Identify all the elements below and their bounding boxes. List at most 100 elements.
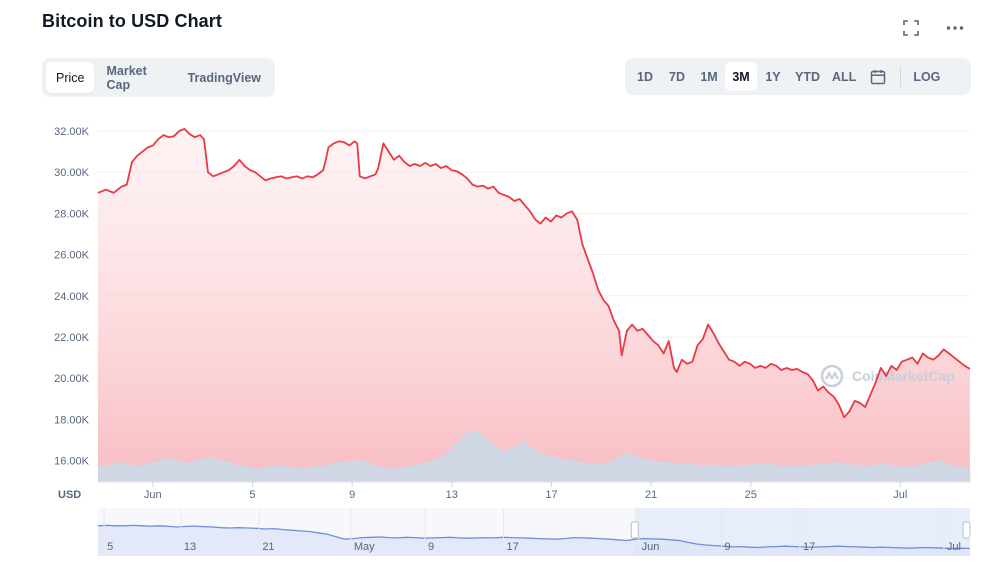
volume-bar <box>220 460 228 482</box>
volume-bar <box>738 464 746 482</box>
volume-bar <box>840 463 848 482</box>
volume-bar <box>922 463 930 482</box>
volume-bar <box>799 465 807 482</box>
volume-bar <box>281 465 289 482</box>
volume-bar <box>622 453 630 482</box>
navigator-tick-label: 13 <box>184 541 196 553</box>
x-tick-label: 13 <box>446 489 458 501</box>
volume-bar <box>186 462 194 482</box>
volume-bar <box>247 467 255 483</box>
tab-price[interactable]: Price <box>46 62 95 93</box>
tab-market-cap[interactable]: Market Cap <box>106 63 147 92</box>
y-tick-label: 30.00K <box>54 167 90 179</box>
range-1y[interactable]: 1Y <box>765 69 781 84</box>
volume-bar <box>663 462 671 482</box>
volume-bar <box>813 464 821 482</box>
volume-bar <box>779 465 787 482</box>
volume-bar <box>431 459 439 482</box>
navigator-line <box>97 524 971 550</box>
y-tick-label: 22.00K <box>54 332 90 344</box>
expand-icon[interactable] <box>901 18 921 38</box>
navigator-tick-label: 5 <box>107 541 113 553</box>
volume-bar <box>268 466 276 482</box>
navigator-tick-label: 9 <box>428 541 434 553</box>
range-3m[interactable]: 3M <box>725 62 757 91</box>
volume-bar <box>643 459 651 482</box>
volume-bar <box>758 463 766 482</box>
range-divider <box>900 66 902 87</box>
volume-bar <box>881 463 889 482</box>
volume-bar <box>329 463 337 482</box>
volume-bar <box>608 460 616 482</box>
volume-bar <box>309 466 317 482</box>
x-tick-label: 21 <box>645 489 657 501</box>
volume-bar <box>336 462 344 482</box>
volume-bar <box>452 443 460 482</box>
range-ytd[interactable]: YTD <box>795 69 820 84</box>
volume-bar <box>527 446 535 482</box>
volume-bar <box>166 458 174 482</box>
y-tick-label: 26.00K <box>54 250 90 262</box>
volume-bar <box>820 463 828 482</box>
y-tick-label: 28.00K <box>54 208 90 220</box>
volume-bar <box>574 461 582 482</box>
volume-bar <box>159 459 167 482</box>
calendar-icon[interactable] <box>862 62 894 91</box>
volume-bar <box>172 460 180 482</box>
volume-bar <box>806 464 814 482</box>
price-line <box>97 128 971 419</box>
volume-bar <box>118 462 126 482</box>
volume-bar <box>697 464 705 482</box>
volume-bar <box>397 467 405 482</box>
volume-bar <box>145 462 153 482</box>
volume-bar <box>213 459 221 482</box>
volume-bar <box>711 464 719 482</box>
volume-bar <box>472 430 480 482</box>
volume-bar <box>581 462 589 482</box>
volume-bar <box>615 456 623 482</box>
volume-bar <box>104 464 112 482</box>
volume-bar <box>588 463 596 482</box>
chart-toolbar <box>901 18 965 38</box>
x-tick-label: 17 <box>545 489 557 501</box>
navigator-tick-label: 9 <box>724 541 730 553</box>
navigator-left-handle[interactable] <box>630 521 639 539</box>
coinmarketcap-logo-icon <box>820 364 844 388</box>
volume-bar <box>302 467 310 482</box>
navigator-right-handle[interactable] <box>962 521 971 539</box>
navigator-tick-label: 17 <box>506 541 518 553</box>
volume-bar <box>520 442 528 482</box>
more-horizontal-icon[interactable] <box>945 18 965 38</box>
volume-bar <box>690 464 698 482</box>
tab-tradingview[interactable]: TradingView <box>187 70 261 85</box>
y-tick-label: 16.00K <box>54 456 90 468</box>
volume-bar <box>241 466 249 482</box>
x-tick-label: 9 <box>349 489 355 501</box>
volume-bar <box>316 466 324 482</box>
range-1m[interactable]: 1M <box>700 69 718 84</box>
volume-bar <box>629 454 637 482</box>
volume-bar <box>125 464 133 482</box>
volume-bar <box>193 460 201 482</box>
range-7d[interactable]: 7D <box>669 69 685 84</box>
volume-bar <box>568 460 576 482</box>
volume-bar <box>786 466 794 482</box>
volume-bar <box>363 461 371 482</box>
volume-bar <box>765 463 773 482</box>
volume-bar <box>949 464 957 482</box>
range-all[interactable]: ALL <box>832 69 857 84</box>
volume-bar <box>459 436 467 482</box>
range-1d[interactable]: 1D <box>637 69 653 84</box>
volume-bar <box>874 464 882 482</box>
volume-bar <box>636 456 644 482</box>
volume-bar <box>731 465 739 482</box>
volume-bar <box>486 442 494 482</box>
volume-bar <box>649 460 657 482</box>
log-scale-toggle[interactable]: LOG <box>913 69 941 84</box>
time-range-selector: 1D 7D 1M 3M 1Y YTD ALL LOG <box>625 58 971 95</box>
watermark: CoinMarketCap <box>820 364 955 388</box>
volume-bar <box>792 466 800 482</box>
volume-bar <box>513 444 521 482</box>
range-navigator[interactable]: 5 13 21 May 9 17 Jun 9 17 Jul <box>97 508 971 556</box>
